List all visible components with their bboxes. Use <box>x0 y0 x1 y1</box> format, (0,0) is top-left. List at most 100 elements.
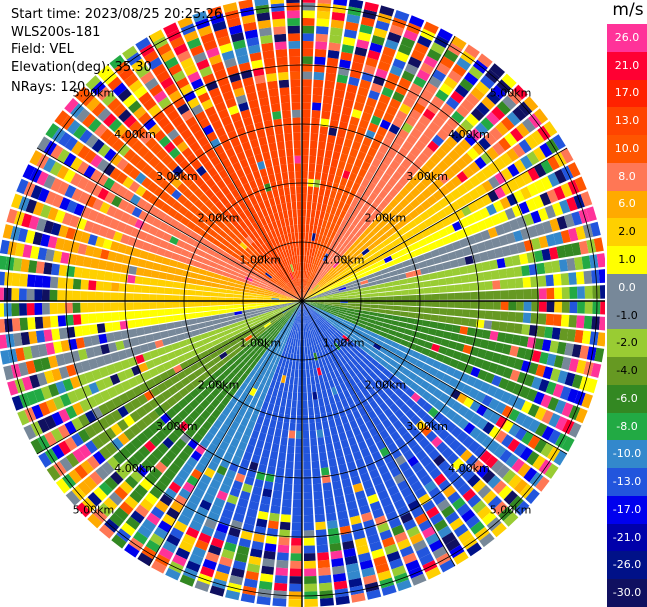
range-gate <box>253 239 262 248</box>
range-gate <box>34 289 43 301</box>
range-gate <box>233 294 242 298</box>
range-gate <box>255 194 263 204</box>
range-gate <box>416 408 428 420</box>
range-gate <box>391 341 400 349</box>
range-gate <box>432 360 442 370</box>
range-gate <box>303 514 314 523</box>
range-gate <box>549 340 559 354</box>
range-gate <box>317 390 323 400</box>
range-gate <box>283 352 289 361</box>
range-gate <box>28 260 38 273</box>
range-gate <box>128 79 143 93</box>
range-gate <box>361 283 370 288</box>
range-gate <box>191 159 202 171</box>
range-gate <box>378 93 391 105</box>
range-gate <box>105 441 118 456</box>
range-gate <box>288 337 293 346</box>
range-gate <box>404 63 419 76</box>
range-gate <box>35 261 45 274</box>
range-gate <box>222 90 235 101</box>
range-gate <box>64 98 79 114</box>
range-gate <box>65 405 78 420</box>
range-gate <box>113 208 125 221</box>
range-gate <box>290 71 301 80</box>
range-gate <box>351 108 362 119</box>
range-gate <box>393 498 407 510</box>
range-gate <box>64 184 77 199</box>
range-gate <box>294 155 301 164</box>
range-gate <box>479 450 493 464</box>
range-gate <box>374 457 386 469</box>
range-gate <box>302 295 308 301</box>
range-gate <box>171 70 186 83</box>
range-gate <box>307 315 312 323</box>
range-gate <box>486 249 497 260</box>
range-gate <box>214 268 224 275</box>
range-gate <box>325 204 332 214</box>
range-gate <box>135 64 151 79</box>
range-gate <box>358 232 367 241</box>
range-gate <box>381 251 391 259</box>
range-gate <box>553 314 562 327</box>
range-gate <box>138 112 152 125</box>
range-gate <box>250 241 259 250</box>
range-gate <box>389 98 402 110</box>
range-gate <box>21 376 33 391</box>
range-gate <box>514 500 530 516</box>
range-gate <box>57 315 67 327</box>
range-gate <box>134 218 145 230</box>
range-gate <box>101 461 115 475</box>
range-gate <box>393 153 405 165</box>
range-gate <box>228 351 237 359</box>
range-gate <box>74 464 88 480</box>
range-gate <box>440 338 450 348</box>
range-gate <box>363 329 372 336</box>
range-gate <box>144 77 159 91</box>
range-gate <box>507 163 520 177</box>
range-gate <box>352 410 361 420</box>
range-gate <box>351 208 360 218</box>
range-gate <box>242 332 251 339</box>
range-gate <box>346 396 355 406</box>
range-gate <box>316 10 331 20</box>
range-gate <box>389 393 400 403</box>
range-gate <box>408 15 425 28</box>
range-gate <box>361 71 374 83</box>
range-gate <box>510 127 524 142</box>
azimuth-spoke <box>148 300 303 567</box>
range-gate <box>312 468 321 477</box>
range-gate <box>356 269 365 276</box>
range-gate <box>353 355 362 364</box>
range-gate <box>232 161 242 172</box>
range-gate <box>170 374 181 385</box>
range-gate <box>262 558 275 568</box>
range-gate <box>145 137 158 150</box>
range-gate <box>267 403 275 412</box>
range-gate <box>347 360 355 369</box>
range-gate <box>452 369 463 380</box>
range-gate <box>321 172 328 182</box>
range-gate <box>89 471 103 486</box>
range-gate <box>307 186 314 195</box>
range-gate <box>348 507 360 518</box>
range-gate <box>296 278 299 287</box>
range-gate <box>424 461 437 474</box>
range-gate <box>302 117 311 126</box>
range-gate <box>304 270 307 279</box>
range-gate <box>335 318 343 324</box>
range-gate <box>195 340 205 348</box>
range-gate <box>335 81 347 92</box>
range-gate <box>302 193 307 202</box>
range-gate <box>477 505 492 520</box>
range-gate <box>437 246 448 255</box>
range-gate <box>272 320 280 327</box>
range-gate <box>506 267 515 278</box>
range-gate <box>215 447 226 458</box>
range-gate <box>412 539 427 552</box>
range-gate <box>239 490 251 501</box>
range-gate <box>542 220 553 234</box>
range-gate <box>423 307 432 314</box>
range-gate <box>91 368 102 381</box>
range-gate <box>182 533 197 546</box>
range-gate <box>355 94 367 105</box>
